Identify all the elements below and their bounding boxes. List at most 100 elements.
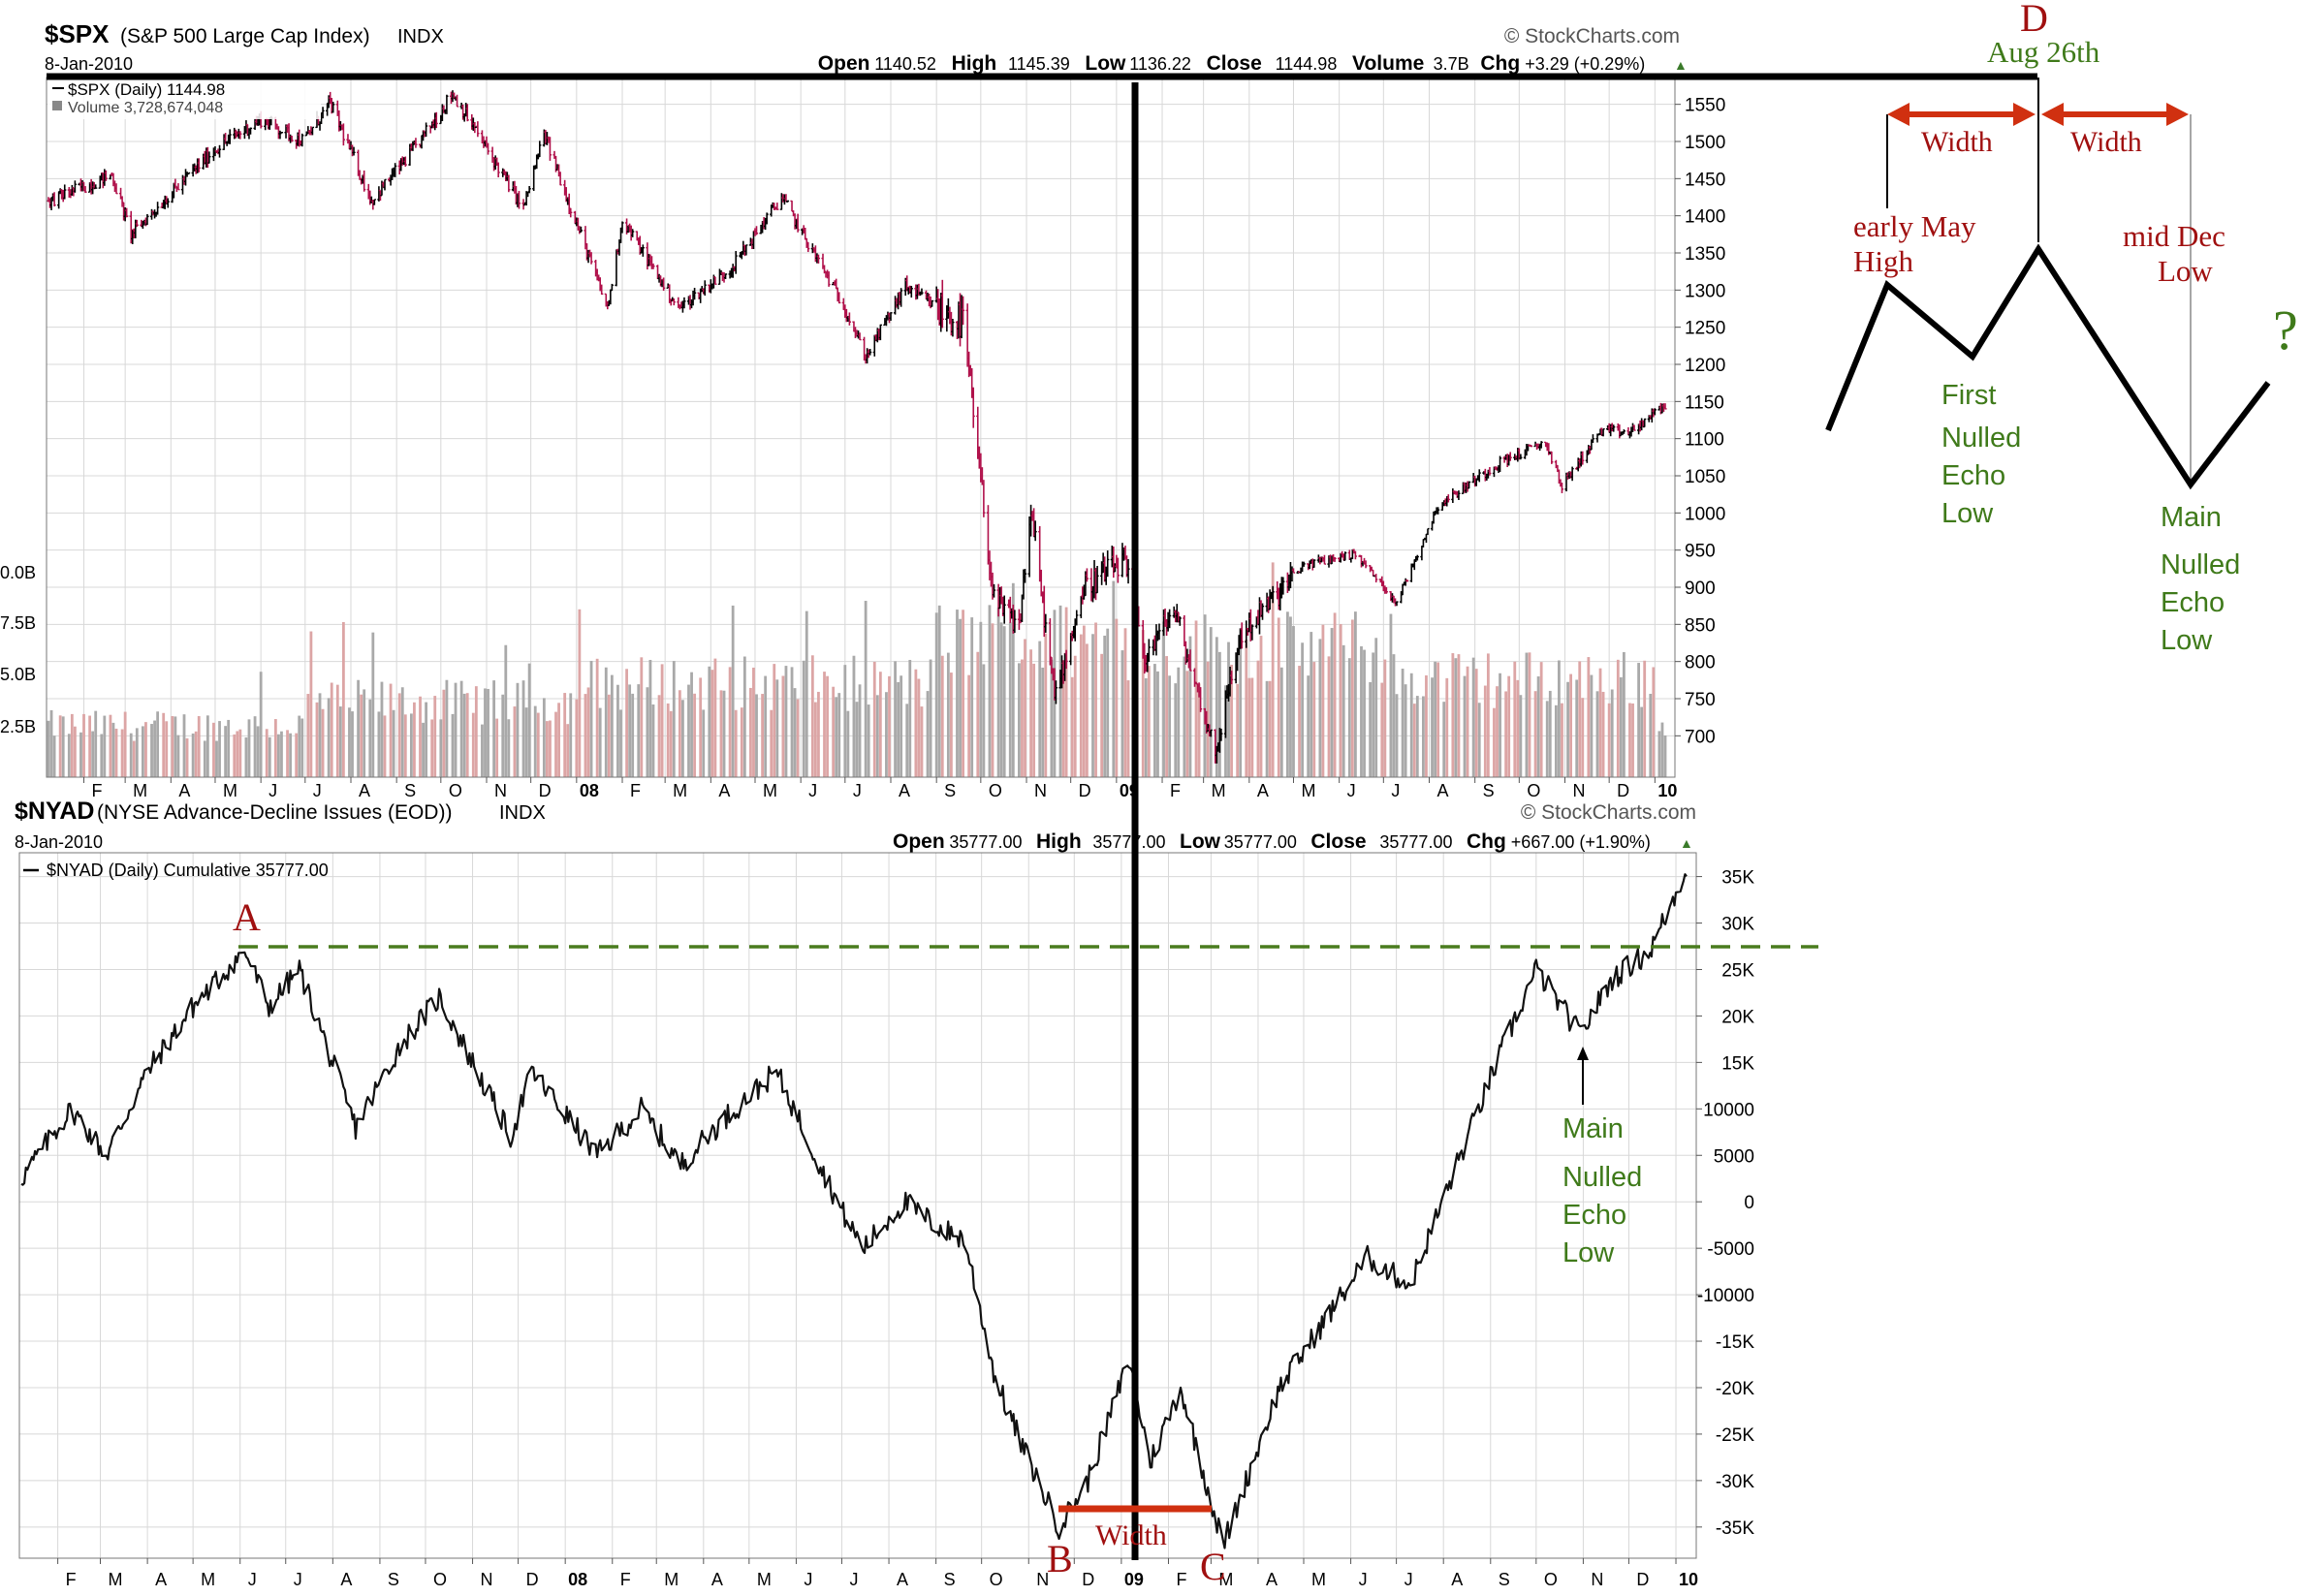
quote-value: 1140.52 <box>874 54 936 74</box>
price-tick-label: 1500 <box>1685 133 1725 153</box>
bottom-grid <box>19 853 1696 1558</box>
x-tick-label: N <box>1591 1570 1603 1589</box>
x-tick-label: N <box>1036 1570 1049 1589</box>
quote-value: 3.7B <box>1434 54 1469 74</box>
x-tick-label: J <box>849 1570 858 1589</box>
volume-tick-label: 0.0B <box>0 563 36 582</box>
x-tick-label: A <box>155 1570 167 1589</box>
svg-text:Low: Low <box>2161 625 2213 656</box>
quote-value: 35777.00 <box>1224 832 1297 852</box>
x-tick-label: N <box>1034 781 1047 800</box>
main-echo-bottom-label: Main Nulled Echo Low <box>1562 1113 1642 1268</box>
x-tick-label: F <box>92 781 103 800</box>
width-arrow-left <box>1887 103 2036 126</box>
quote-value: 1145.39 <box>1008 54 1070 74</box>
top-date: 8-Jan-2010 <box>45 54 133 74</box>
volume-tick-label: 2.5B <box>0 717 36 736</box>
price-tick-label: 1150 <box>1685 392 1724 413</box>
top-legend-box <box>47 78 321 119</box>
volume-tick-label: 5.0B <box>0 665 36 684</box>
bottom-legend: $NYAD (Daily) Cumulative 35777.00 <box>47 861 329 880</box>
x-tick-label: S <box>1499 1570 1510 1589</box>
price-axis: 1550 1500 1450 1400 1350 1300 1250 1200 1150 1100… <box>1675 96 1725 747</box>
x-tick-label: J <box>1391 781 1400 800</box>
x-tick-label: N <box>494 781 507 800</box>
top-legend-volume: Volume 3,728,674,048 <box>68 100 223 116</box>
quote-key: Chg <box>1480 52 1520 75</box>
price-tick-label: 1200 <box>1685 356 1725 376</box>
svg-text:Low: Low <box>1941 498 1994 529</box>
x-tick-label: M <box>1218 1570 1233 1589</box>
quote-key: High <box>952 52 997 75</box>
x-tick-label: A <box>1257 781 1269 800</box>
quote-key: Open <box>893 830 945 853</box>
nyad-tick-label: -15K <box>1716 1332 1754 1353</box>
x-tick-label: J <box>1359 1570 1368 1589</box>
label-b: B <box>1047 1537 1073 1580</box>
x-tick-label: S <box>944 781 956 800</box>
svg-text:Nulled: Nulled <box>1941 422 2021 454</box>
nyad-tick-label: 25K <box>1721 960 1754 981</box>
bottom-date: 8-Jan-2010 <box>15 832 103 852</box>
top-quote: Open 1140.52 High 1145.39 Low 1136.22 Close 114… <box>818 52 1645 75</box>
x-tick-label: A <box>178 781 190 800</box>
volume-tick-label: 7.5B <box>0 613 36 633</box>
x-tick-label: M <box>201 1570 215 1589</box>
x-tick-label: F <box>1176 1570 1186 1589</box>
nyad-tick-label: 10000 <box>1703 1100 1754 1120</box>
quote-key: Low <box>1180 830 1221 853</box>
price-tick-label: 1350 <box>1685 244 1725 265</box>
x-tick-label: 10 <box>1679 1570 1698 1589</box>
price-tick-label: 1300 <box>1685 281 1725 301</box>
nyad-tick-label: 30K <box>1721 915 1754 935</box>
x-tick-label: A <box>711 1570 723 1589</box>
x-tick-label: M <box>1311 1570 1326 1589</box>
top-legend-volume-swatch <box>52 101 62 110</box>
nyad-tick-label: -35K <box>1716 1518 1754 1539</box>
price-bars <box>47 90 1667 764</box>
price-tick-label: 1450 <box>1685 170 1725 190</box>
x-tick-label: F <box>620 1570 631 1589</box>
x-tick-label: J <box>268 781 277 800</box>
first-echo-label: First Nulled Echo Low <box>1941 380 2021 529</box>
bottom-quote: Open 35777.00 High 35777.00 Low 35777.00 Close… <box>893 830 1651 853</box>
quote-value: 1144.98 <box>1276 54 1338 74</box>
x-tick-label: A <box>1451 1570 1463 1589</box>
quote-key: Chg <box>1467 830 1506 853</box>
quote-key: Volume <box>1352 52 1424 75</box>
quote-key: High <box>1036 830 1082 853</box>
x-tick-label: F <box>66 1570 77 1589</box>
label-aug-26: Aug 26th <box>1987 35 2100 69</box>
x-tick-label: A <box>359 781 370 800</box>
nyad-tick-label: -25K <box>1716 1425 1754 1446</box>
nyad-tick-label: -5000 <box>1707 1239 1754 1260</box>
bottom-change-arrow: ▲ <box>1680 835 1693 851</box>
bottom-symbol: $NYAD <box>15 798 94 825</box>
nyad-axis: 35K 30K 25K 20K 15K 10000 5000 0 -5000 -10000 -15K… <box>1696 868 1754 1539</box>
label-d: D <box>2020 0 2048 40</box>
nyad-line <box>20 873 1688 1549</box>
x-tick-label: 08 <box>568 1570 587 1589</box>
x-tick-label: N <box>481 1570 493 1589</box>
top-legend-price: $SPX (Daily) 1144.98 <box>68 80 225 99</box>
svg-text:Echo: Echo <box>1941 460 2005 491</box>
x-tick-label: M <box>664 1570 679 1589</box>
nyad-tick-label: -30K <box>1716 1472 1754 1492</box>
price-tick-label: 950 <box>1685 542 1716 562</box>
nyad-tick-label: 15K <box>1721 1053 1754 1074</box>
quote-key: Close <box>1207 52 1262 75</box>
top-name: (S&P 500 Large Cap Index) <box>120 25 370 47</box>
bottom-x-axis: F M A M J J A S O N D 08 F M A M J J A S O N D 09 F M A M J J A S O N D 10 <box>57 1558 1698 1589</box>
quote-value: 35777.00 <box>949 832 1022 852</box>
quote-value: +667.00 (+1.90%) <box>1511 832 1651 852</box>
quote-value: +3.29 (+0.29%) <box>1525 54 1645 74</box>
echo-arrow-head <box>1577 1047 1589 1060</box>
nyad-tick-label: 35K <box>1721 868 1754 889</box>
x-tick-label: J <box>294 1570 302 1589</box>
nyad-tick-label: 20K <box>1721 1007 1754 1027</box>
price-tick-label: 1400 <box>1685 207 1725 228</box>
nyad-tick-label: 5000 <box>1714 1146 1754 1167</box>
x-tick-label: 09 <box>1124 1570 1144 1589</box>
x-tick-label: A <box>897 1570 908 1589</box>
